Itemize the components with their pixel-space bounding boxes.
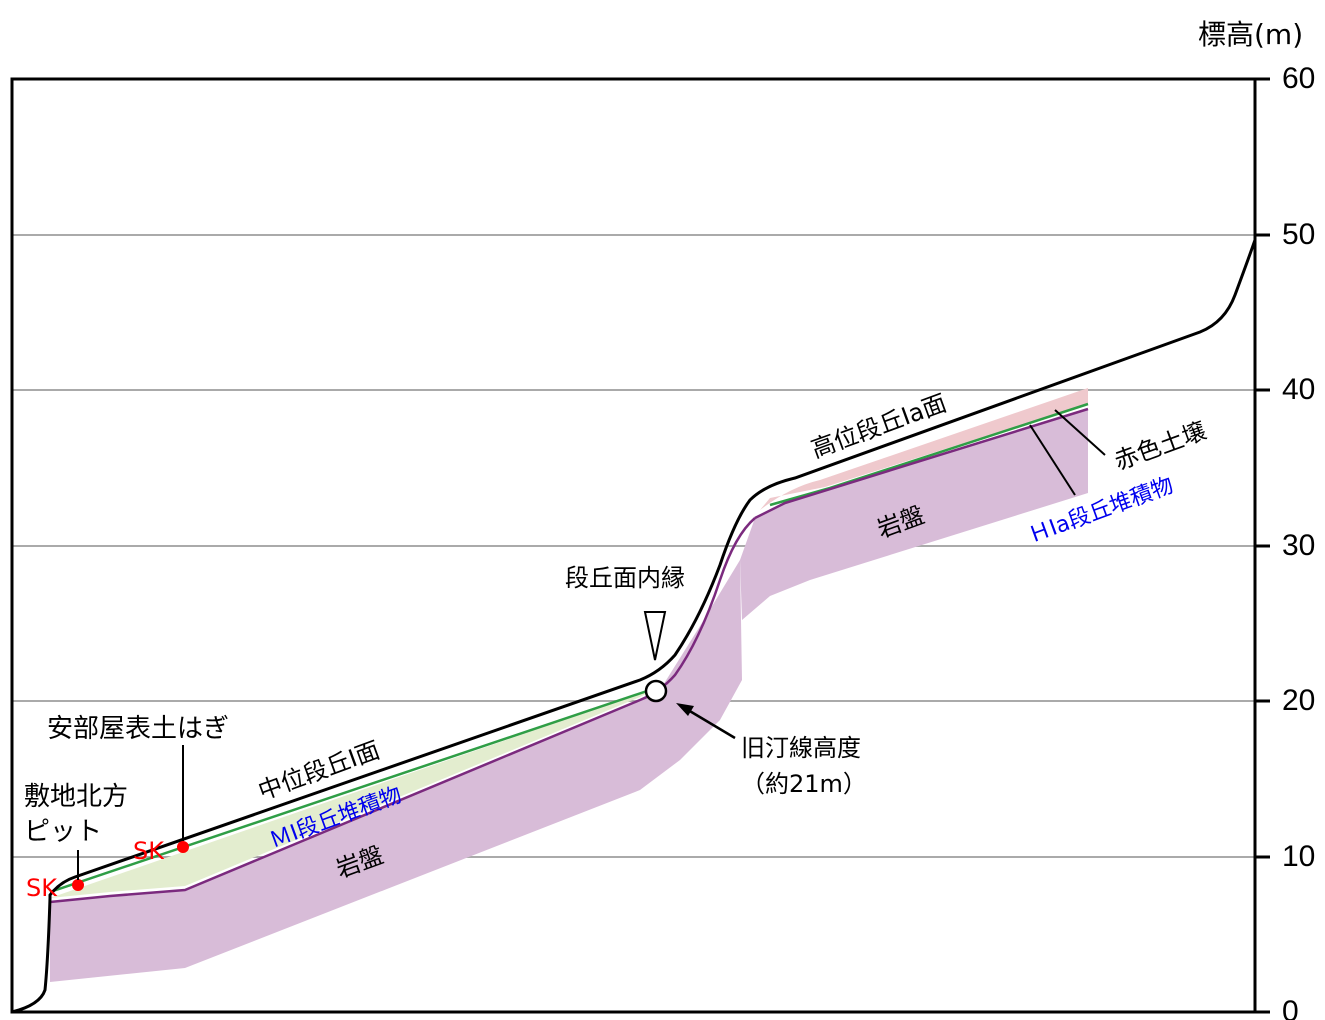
tick-label-0: 0 [1282,995,1299,1020]
ground-surface-line [11,239,1257,1014]
mi-deposit-top-line [49,686,657,894]
sk-label-pit: SK [26,874,58,902]
y-axis-label: 標高(m) [1198,18,1303,51]
y-axis-tick-labels: 0 10 20 30 40 50 60 [1282,62,1315,1020]
inner-edge-triangle-icon [643,611,667,661]
bedrock-area-lower [50,560,742,982]
shoreline-label-line1: 旧汀線高度 [741,734,861,762]
bedrock-area-upper [740,409,1088,620]
red-soil-leader-line [1054,409,1106,456]
shoreline-circle-icon [644,679,668,703]
hia-deposit-leader-line [1029,424,1076,496]
red-soil-label: 赤色土壌 [1110,416,1210,475]
red-soil-area [760,388,1088,510]
tick-label-20: 20 [1282,684,1315,717]
shoreline-label-line2: （約21m） [741,770,867,798]
y-axis-ticks [1255,77,1270,1014]
tick-label-60: 60 [1282,62,1315,95]
abeya-label: 安部屋表土はぎ [47,714,229,744]
sk-point-pit [72,879,84,891]
tick-label-30: 30 [1282,529,1315,562]
pit-label-line2: ピット [24,817,102,847]
sk-point-abeya [177,841,189,853]
inner-edge-label: 段丘面内縁 [565,564,685,592]
gridlines [12,234,1255,858]
shoreline-arrow-head-icon [676,703,694,716]
mi-deposit-area [50,688,656,898]
sk-label-abeya: SK [133,837,165,865]
tick-label-50: 50 [1282,218,1315,251]
pit-label-line1: 敷地北方 [24,782,128,812]
shoreline-arrow-line [682,705,736,740]
tick-label-40: 40 [1282,373,1315,406]
tick-label-10: 10 [1282,840,1315,873]
bedrock-boundary-upper [754,407,1089,520]
